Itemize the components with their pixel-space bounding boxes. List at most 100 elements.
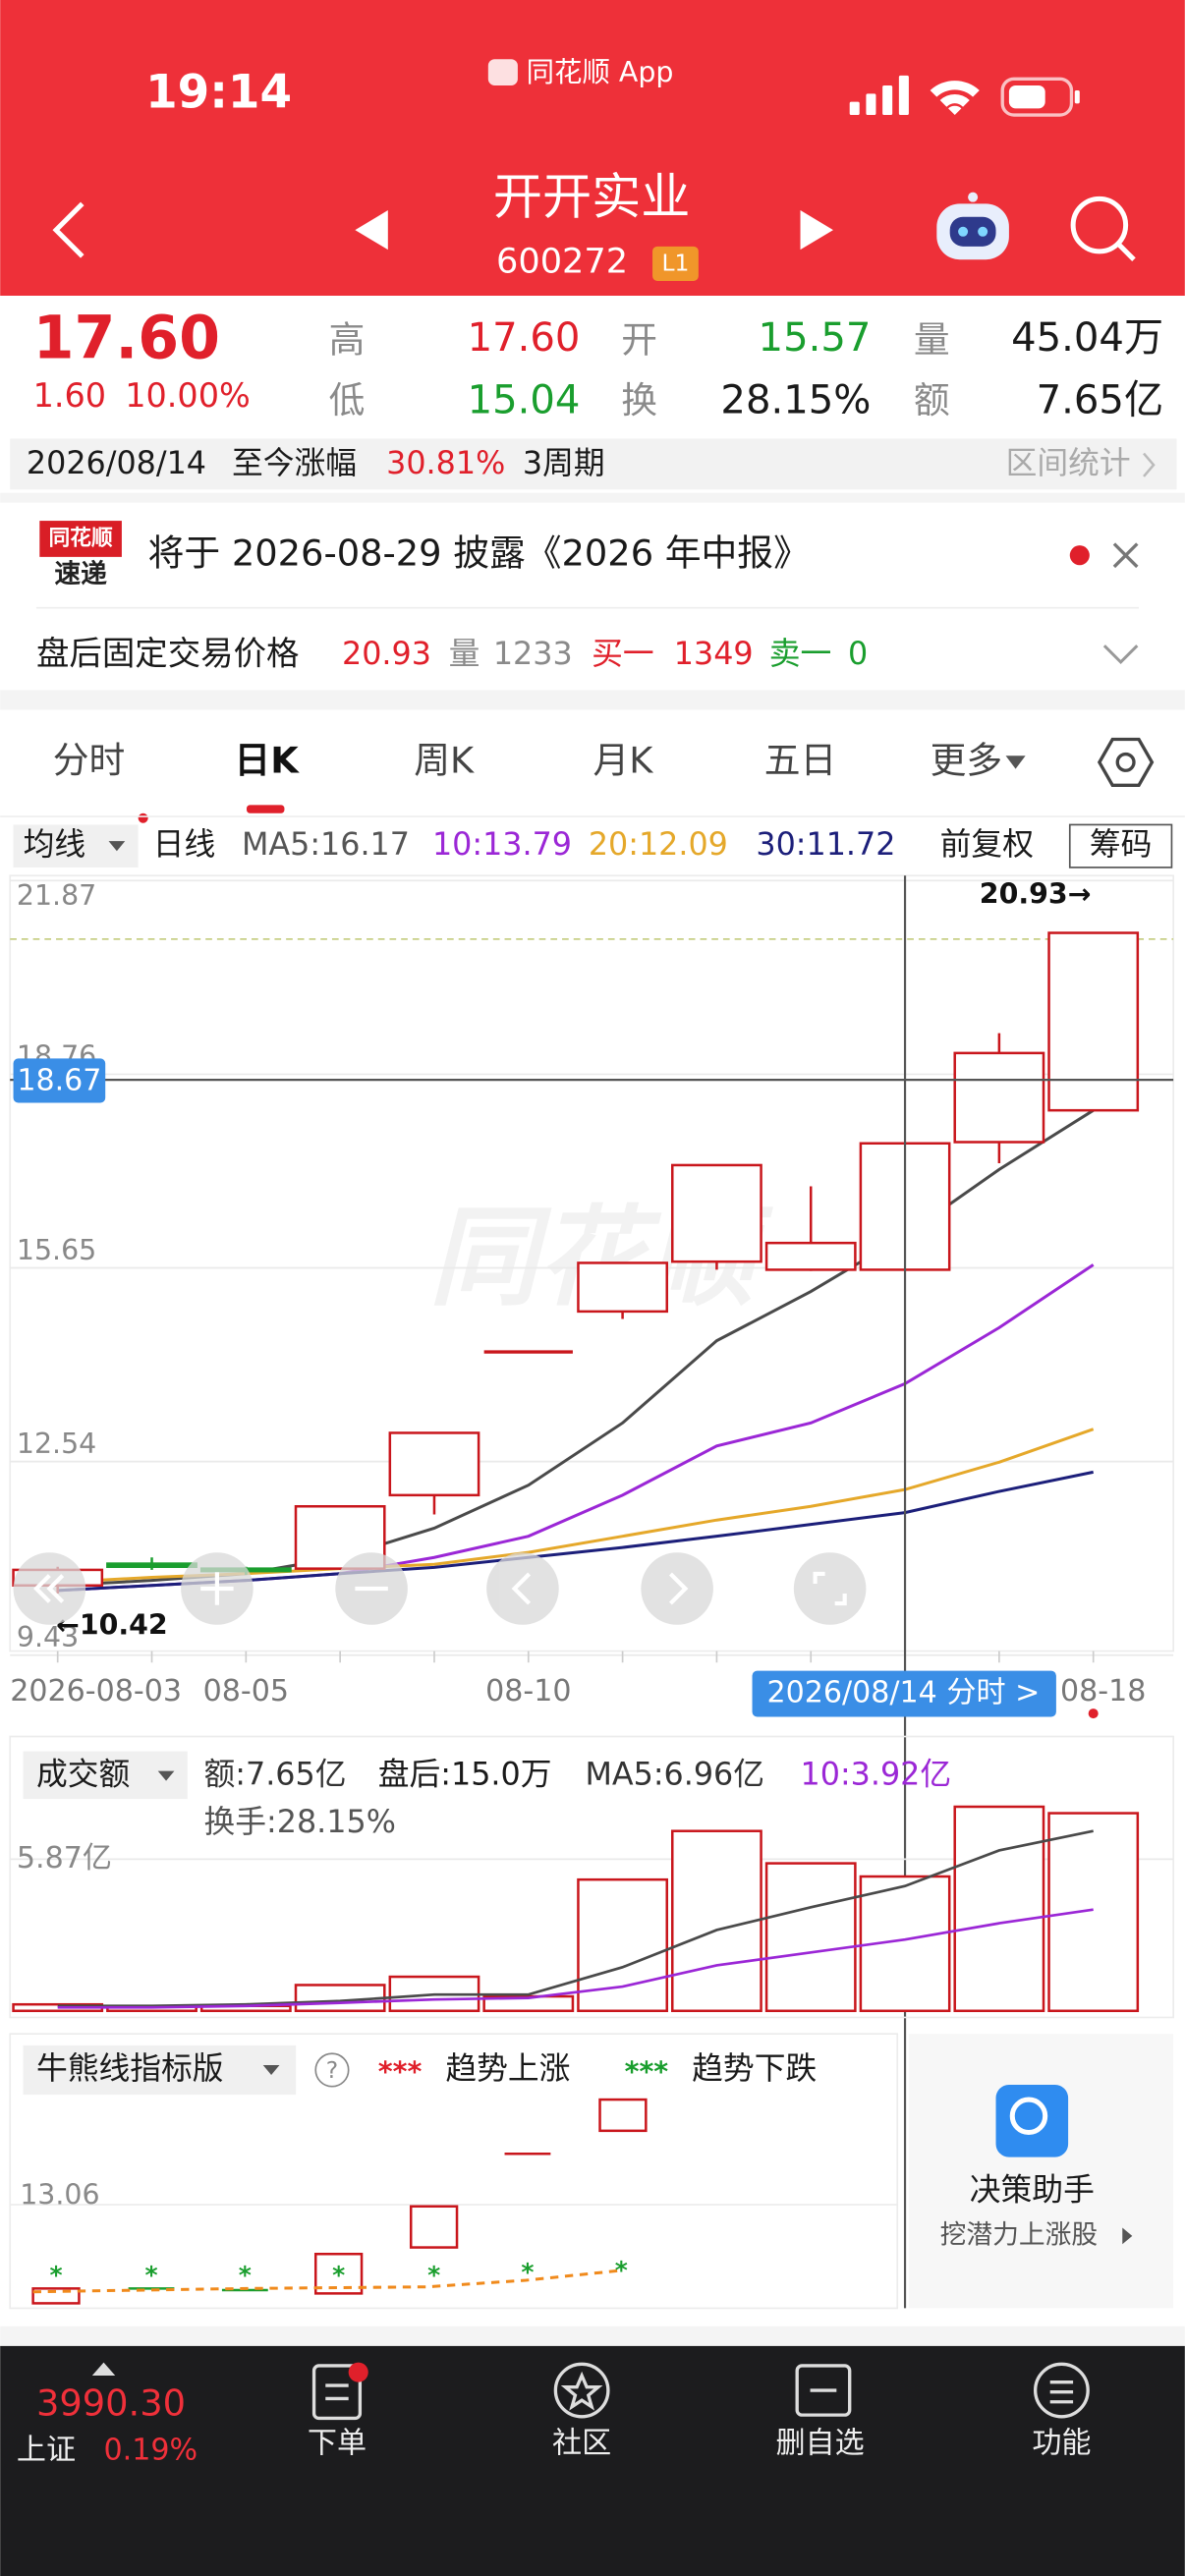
badge-dot xyxy=(348,2362,368,2382)
period: 日线 xyxy=(153,827,216,863)
range-stats[interactable]: 区间统计 xyxy=(1006,446,1131,481)
logo-top: 同花顺 xyxy=(49,525,113,550)
tab[interactable]: 更多 xyxy=(931,739,1003,781)
after-hours-vol: 1233 xyxy=(493,637,573,672)
badge-bg xyxy=(652,246,699,281)
tab[interactable]: 分时 xyxy=(53,739,126,781)
crosshair-value-bg xyxy=(13,1058,106,1103)
index-value[interactable]: 3990.30 xyxy=(36,2382,186,2425)
after-hours-vol-label: 量 xyxy=(449,637,480,672)
unread-dot xyxy=(1069,545,1090,566)
nav-item[interactable]: 功能 xyxy=(1032,2427,1091,2461)
turnover-label: 换 xyxy=(621,379,657,421)
legend-entry: 10:13.79 xyxy=(432,827,572,863)
candle-body xyxy=(764,1241,857,1271)
chart-controls xyxy=(13,1552,867,1625)
y-tick-label: 21.87 xyxy=(17,879,96,912)
close-notice[interactable] xyxy=(1112,542,1139,569)
clock: 19:14 xyxy=(145,66,292,119)
volume-value: 45.04万 xyxy=(1011,315,1163,361)
bottom-nav xyxy=(0,2345,1185,2576)
trend-line xyxy=(32,2268,622,2294)
y-tick-label: 15.65 xyxy=(17,1234,96,1266)
robot-button[interactable] xyxy=(936,192,1009,260)
svg-text:*: * xyxy=(239,2262,252,2290)
back-button[interactable] xyxy=(52,201,85,258)
assistant-glyph xyxy=(1009,2097,1048,2136)
prev-stock[interactable] xyxy=(355,210,388,251)
kline-frame xyxy=(9,874,1174,1652)
svg-text:*: * xyxy=(49,2262,62,2290)
expand[interactable] xyxy=(1102,644,1139,665)
caret xyxy=(157,1770,175,1781)
fullscreen[interactable] xyxy=(793,1552,867,1625)
volume-menu[interactable]: 成交额 xyxy=(36,1758,130,1793)
range-bar-bg xyxy=(10,438,1177,490)
volume-bar xyxy=(482,1994,575,2013)
chips-label[interactable]: 筹码 xyxy=(1090,827,1153,863)
tab-indicator xyxy=(247,805,285,813)
sell-label: 卖一 xyxy=(769,637,832,672)
tab[interactable]: 日K xyxy=(234,739,300,781)
legend-entry: 10:3.92亿 xyxy=(801,1758,952,1793)
nav-item[interactable]: 社区 xyxy=(552,2427,611,2461)
high-value: 17.60 xyxy=(468,315,581,361)
assistant-title[interactable]: 决策助手 xyxy=(970,2173,1095,2209)
nav-items: 下单 社区 删自选 功能 xyxy=(308,2427,1092,2461)
help[interactable]: ? xyxy=(326,2056,338,2084)
after-hours-price: 20.93 xyxy=(342,637,431,672)
nav-item[interactable]: 下单 xyxy=(308,2427,367,2461)
assistant-card[interactable] xyxy=(908,2034,1174,2309)
down-marks: *** xyxy=(625,2055,669,2088)
divider xyxy=(0,2325,1185,2346)
indicator-menu-bg[interactable] xyxy=(23,2044,297,2096)
adjust[interactable]: 前复权 xyxy=(940,827,1034,863)
app-icon xyxy=(487,59,518,85)
y-tick-label: 12.54 xyxy=(17,1428,96,1460)
logo-top-bg xyxy=(39,521,122,557)
x-tick-label: 08-10 xyxy=(485,1674,571,1708)
nav-item[interactable]: 删自选 xyxy=(775,2427,864,2461)
divider xyxy=(0,492,1185,503)
search-button[interactable] xyxy=(1070,196,1136,261)
down-legend: 趋势下跌 xyxy=(692,2051,817,2087)
logo-bottom: 速递 xyxy=(54,558,107,589)
candle-body xyxy=(953,1051,1045,1144)
notice-text[interactable]: 将于 2026-08-29 披露《2026 年中报》 xyxy=(148,532,810,575)
help-circle[interactable] xyxy=(314,2052,350,2088)
tab[interactable]: 五日 xyxy=(764,739,837,781)
scroll-right[interactable] xyxy=(641,1552,713,1625)
svg-text:*: * xyxy=(332,2262,345,2290)
ma-menu[interactable]: 均线 xyxy=(24,827,86,863)
indicator-menu[interactable]: 牛熊线指标版 xyxy=(36,2051,224,2087)
buy-label: 买一 xyxy=(592,637,654,672)
trend-stars: * * * * * * * xyxy=(49,2257,627,2290)
dot xyxy=(1088,1708,1099,1719)
volume-menu-bg[interactable] xyxy=(23,1751,188,1800)
crosshair-date[interactable]: 2026/08/14 分时 > xyxy=(766,1676,1040,1710)
scroll-left[interactable] xyxy=(486,1552,559,1625)
chips-button[interactable] xyxy=(1068,823,1173,868)
crosshair-value: 18.67 xyxy=(17,1063,101,1097)
after-hours-label: 盘后固定交易价格 xyxy=(36,635,300,673)
next-stock[interactable] xyxy=(800,210,833,251)
index-change: 0.19% xyxy=(104,2433,198,2467)
range-pct: 30.81% xyxy=(386,446,505,481)
crosshair-date-bg xyxy=(752,1670,1056,1717)
legend-entry: 20:12.09 xyxy=(589,827,728,863)
open-value: 15.57 xyxy=(759,315,872,361)
indicator-candles xyxy=(31,2098,648,2305)
settings-button[interactable] xyxy=(1097,737,1155,787)
buy-value: 1349 xyxy=(674,637,754,672)
tab[interactable]: 周K xyxy=(414,739,475,781)
after-hours-volume: 盘后:15.0万 xyxy=(378,1758,552,1793)
level-badge: L1 xyxy=(661,250,689,277)
turnover-value: 28.15% xyxy=(720,378,871,423)
assistant-icon xyxy=(995,2085,1069,2157)
assistant-sub[interactable]: 挖潜力上涨股 xyxy=(940,2219,1099,2250)
tab[interactable]: 月K xyxy=(592,739,653,781)
caret xyxy=(1122,2227,1133,2245)
low-value: 15.04 xyxy=(468,378,581,423)
